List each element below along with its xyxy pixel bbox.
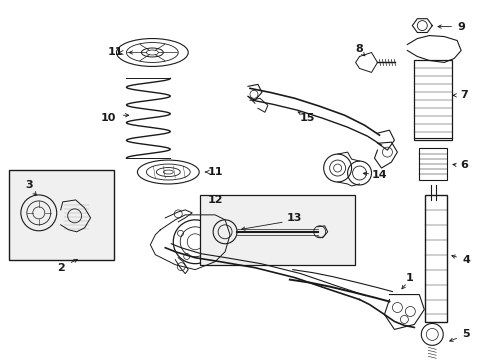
Text: 6: 6: [459, 160, 467, 170]
Bar: [9, 170, 113, 260]
Text: 4: 4: [461, 255, 469, 265]
Text: 9: 9: [456, 22, 464, 32]
Text: 2: 2: [57, 263, 64, 273]
Bar: [413, 60, 451, 140]
Bar: [419, 148, 447, 180]
Text: 8: 8: [355, 44, 363, 54]
Text: 10: 10: [101, 113, 116, 123]
Text: 13: 13: [286, 213, 302, 223]
Text: 1: 1: [405, 273, 412, 283]
Text: 15: 15: [300, 113, 315, 123]
Text: 7: 7: [459, 90, 467, 100]
Text: 11: 11: [107, 48, 123, 58]
Text: 12: 12: [207, 195, 223, 205]
Text: 14: 14: [371, 170, 386, 180]
Text: 11: 11: [207, 167, 223, 177]
Bar: [425, 195, 447, 323]
Text: 3: 3: [25, 180, 33, 190]
Bar: [200, 195, 354, 265]
Text: 5: 5: [461, 329, 469, 339]
